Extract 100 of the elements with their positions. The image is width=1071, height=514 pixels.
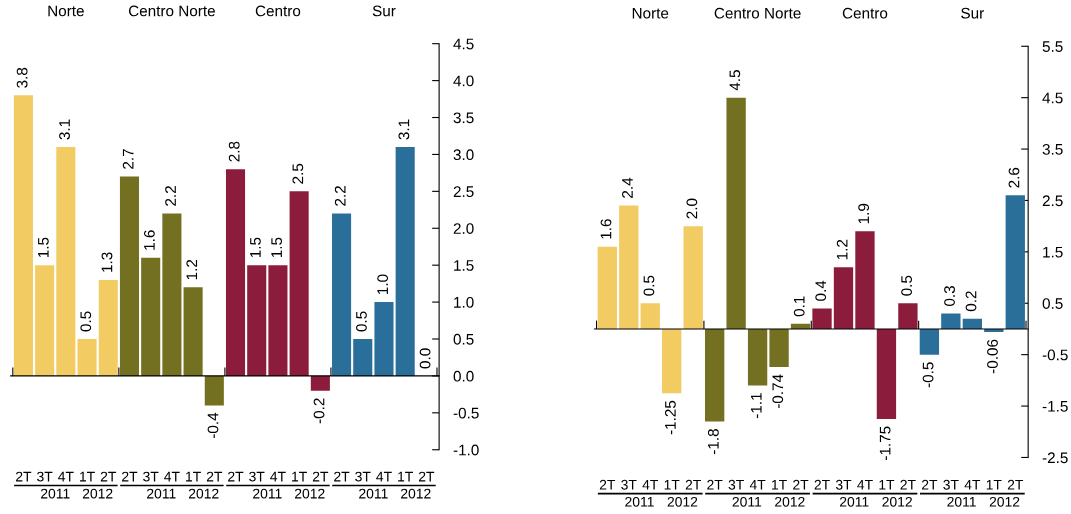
x-tick-label: 1T (186, 471, 201, 482)
data-label: 0.5 (643, 275, 655, 296)
y-tick-label: 1.5 (454, 260, 474, 271)
data-label: 2.6 (1008, 167, 1020, 188)
x-tick-label: 4T (642, 479, 659, 490)
data-label: 2.0 (686, 198, 698, 219)
data-label: -0.4 (207, 412, 219, 439)
x-tick-label: 2T (814, 479, 830, 490)
x-tick-label: 2T (122, 471, 138, 482)
x-tick-label: 2T (334, 471, 350, 482)
data-label: 2.5 (292, 163, 304, 184)
data-label: 3.1 (59, 119, 70, 140)
y-tick-label: 3.5 (1042, 143, 1063, 155)
x-tick-label: 2T (599, 479, 616, 490)
bar (353, 339, 373, 376)
bar (683, 226, 703, 329)
x-tick-label: 1T (398, 471, 413, 482)
text: Centro Norte (128, 5, 215, 17)
text: 2012 (188, 488, 219, 499)
data-label: 0.3 (944, 286, 955, 306)
data-label: 1.6 (143, 230, 155, 250)
text: 2011 (359, 488, 388, 499)
text: Norte (632, 7, 669, 19)
x-tick-label: 3T (943, 479, 959, 490)
data-label: 0.1 (793, 296, 805, 317)
data-label: 1.6 (600, 219, 612, 239)
data-label: 1.5 (250, 237, 261, 258)
x-tick-label: 4T (376, 471, 392, 482)
data-label: 1.5 (38, 237, 49, 258)
x-tick-label: 3T (355, 471, 371, 482)
data-label: 0.0 (419, 348, 431, 369)
x-tick-label: 3T (249, 471, 265, 482)
bar (162, 213, 182, 376)
data-label: 1.2 (836, 239, 848, 260)
bar (119, 176, 140, 376)
x-tick-label: 3T (143, 471, 159, 482)
bar (726, 97, 746, 329)
data-label: -0.5 (922, 362, 934, 388)
bar (1005, 195, 1025, 329)
data-label: -0.06 (987, 339, 998, 374)
data-label: 0.4 (815, 280, 827, 301)
x-tick-label: 1T (292, 471, 307, 482)
x-tick-label: 4T (270, 471, 286, 482)
x-tick-label: 2T (1007, 479, 1024, 490)
data-label: 2.8 (228, 141, 240, 162)
y-tick-label: 1.5 (1043, 246, 1063, 258)
bar (941, 313, 961, 329)
bar (704, 328, 725, 422)
y-tick-label: 3.5 (453, 112, 474, 124)
bar (310, 375, 330, 391)
text: 2012 (775, 496, 805, 507)
bar (247, 265, 267, 376)
data-label: -1.25 (664, 400, 676, 435)
data-label: 3.8 (16, 67, 28, 88)
y-tick-label: 0.5 (453, 333, 474, 345)
data-label: 4.5 (729, 70, 741, 91)
text: 2011 (625, 496, 654, 507)
y-tick-label: -1.5 (1042, 401, 1068, 412)
data-label: 0.5 (901, 275, 913, 296)
y-tick-label: 3.0 (453, 149, 474, 161)
bar (855, 231, 875, 329)
text: 2012 (294, 488, 325, 499)
bar (77, 339, 97, 376)
text: 2012 (667, 496, 698, 507)
x-tick-label: 3T (621, 479, 637, 490)
text: 2011 (732, 496, 762, 507)
bar (919, 328, 940, 355)
y-tick-label: -1.0 (453, 444, 479, 456)
data-label: 2.2 (334, 186, 346, 206)
y-tick-label: 0.0 (453, 370, 474, 382)
y-tick-label: 2.5 (453, 186, 474, 198)
y-tick-label: 2.5 (1042, 195, 1063, 207)
x-tick-label: 1T (664, 479, 680, 490)
y-tick-label: -2.5 (1042, 452, 1068, 464)
text: 2012 (401, 488, 431, 499)
y-tick-label: 0.5 (1042, 298, 1063, 309)
bar (332, 213, 352, 376)
bar (289, 191, 309, 376)
x-tick-label: 4T (749, 479, 766, 490)
bar (833, 267, 854, 329)
x-tick-label: 3T (728, 479, 744, 490)
text: 2012 (82, 488, 113, 499)
data-label: 1.0 (377, 274, 389, 294)
data-label: 2.2 (165, 186, 176, 206)
y-tick-label: 4.5 (1042, 92, 1063, 104)
x-tick-label: 2T (418, 471, 435, 482)
data-label: 1.9 (858, 203, 870, 224)
data-label: -1.1 (751, 393, 762, 419)
x-tick-label: 2T (228, 471, 244, 482)
y-tick-label: -0.5 (453, 407, 479, 419)
x-tick-label: 2T (206, 471, 223, 482)
data-label: 0.2 (965, 291, 977, 312)
bar (597, 246, 617, 329)
x-tick-label: 4T (164, 471, 180, 482)
text: 2012 (989, 496, 1020, 507)
bar (374, 302, 394, 376)
x-tick-label: 1T (986, 479, 1002, 490)
data-label: 0.5 (356, 311, 367, 332)
data-label: 2.4 (622, 177, 633, 198)
bar (35, 265, 55, 376)
